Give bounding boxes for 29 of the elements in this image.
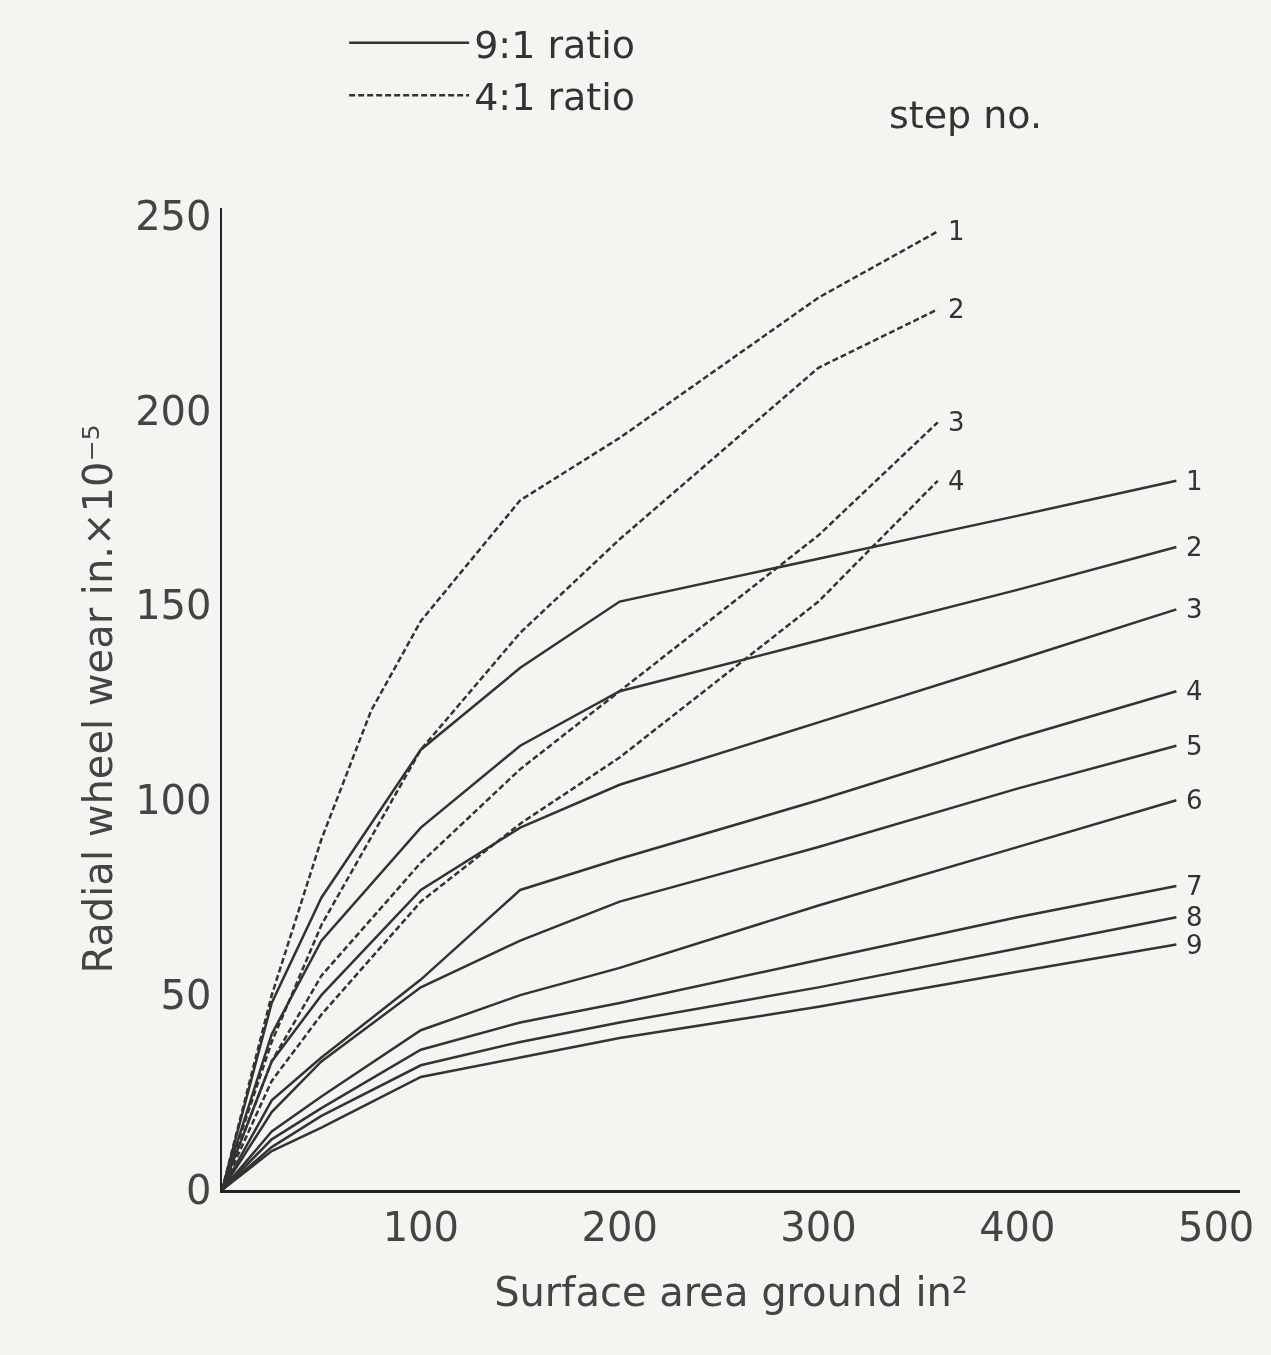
y-axis-title: Radial wheel wear in.×10⁻⁵	[75, 424, 122, 974]
x-tick-label: 100	[382, 1203, 460, 1250]
annotation: 2	[1186, 532, 1203, 562]
y-tick-label: 150	[135, 582, 212, 629]
y-tick-label: 50	[160, 972, 212, 1019]
x-tick-label: 200	[581, 1203, 658, 1250]
annotation: 1	[1186, 466, 1203, 496]
annotation: 2	[948, 294, 965, 324]
annotation: 6	[1186, 785, 1203, 815]
annotation: 3	[1186, 594, 1203, 624]
annotation: 7	[1186, 871, 1203, 901]
x-axis-title: Surface area ground in²	[494, 1269, 968, 1316]
annotation: 4	[1186, 676, 1203, 706]
annotation: 4	[948, 466, 965, 496]
x-tick-label: 500	[1177, 1203, 1255, 1250]
x-tick-label: 300	[780, 1203, 857, 1250]
y-tick-label: 200	[135, 387, 212, 434]
annotation: 1	[948, 216, 965, 246]
y-tick-label: 250	[135, 192, 212, 239]
x-tick-label: 400	[979, 1203, 1056, 1250]
y-tick-label: 100	[135, 777, 212, 824]
annotation: 9	[1186, 930, 1203, 960]
text: step no.	[889, 93, 1043, 137]
legend-label: 9:1 ratio	[474, 22, 636, 67]
y-tick-label: 0	[186, 1167, 212, 1213]
annotation: 8	[1186, 902, 1203, 932]
annotation: 5	[1186, 731, 1203, 761]
annotation: 3	[948, 407, 965, 437]
legend-label: 4:1 ratio	[474, 75, 636, 120]
